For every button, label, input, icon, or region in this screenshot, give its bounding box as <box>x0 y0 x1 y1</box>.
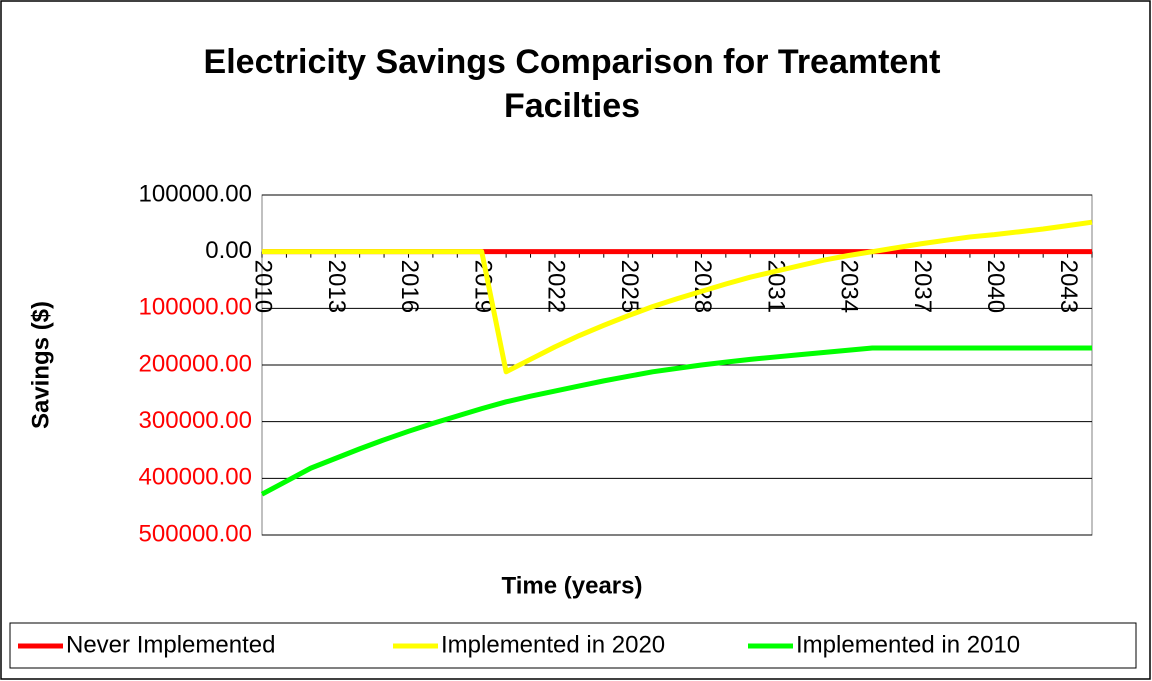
x-tick-label: 2040 <box>982 260 1009 313</box>
x-tick-label: 2043 <box>1055 260 1082 313</box>
x-axis-label: Time (years) <box>502 572 643 599</box>
legend-label: Never Implemented <box>66 631 275 658</box>
y-tick-label: 200000.00 <box>139 350 252 377</box>
legend-label: Implemented in 2020 <box>441 631 665 658</box>
x-tick-label: 2010 <box>250 260 277 313</box>
y-tick-label: 0.00 <box>205 237 252 264</box>
y-tick-label: 100000.00 <box>139 294 252 321</box>
x-tick-label: 2037 <box>909 260 936 313</box>
legend-label: Implemented in 2010 <box>796 631 1020 658</box>
series-line <box>260 345 1092 497</box>
x-tick-label: 2022 <box>543 260 570 313</box>
legend-box <box>9 622 1137 669</box>
y-tick-label: 300000.00 <box>139 407 252 434</box>
x-tick-label: 2013 <box>323 260 350 313</box>
x-tick-label: 2034 <box>836 260 863 313</box>
y-axis-label: Savings ($) <box>27 301 54 429</box>
chart-title: Electricity Savings Comparison for Tream… <box>203 43 941 125</box>
y-tick-label: 500000.00 <box>139 520 252 547</box>
x-tick-label: 2025 <box>616 260 643 313</box>
y-tick-label: 400000.00 <box>139 464 252 491</box>
y-tick-label: 100000.00 <box>139 180 252 207</box>
series-line <box>262 219 1093 375</box>
x-tick-label: 2016 <box>396 260 423 313</box>
